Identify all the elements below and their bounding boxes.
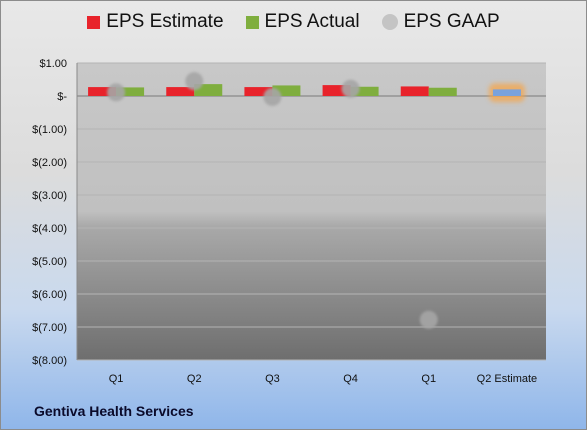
y-tick-label: $(8.00): [32, 355, 67, 367]
eps-gaap-point: [185, 72, 204, 91]
x-tick-label: Q1: [421, 373, 436, 385]
legend-item-eps-gaap: EPS GAAP: [381, 11, 500, 33]
x-tick-label: Q2 Estimate: [477, 373, 538, 385]
company-name: Gentiva Health Services: [34, 403, 194, 419]
x-tick-label: Q2: [187, 373, 202, 385]
y-tick-label: $(5.00): [32, 256, 67, 268]
eps-estimate-bar: [88, 87, 117, 96]
y-axis-ticks: $1.00 $- $(1.00) $(2.00) $(3.00) $(4.00) $(5.0…: [32, 58, 67, 367]
eps-estimate-bar: [322, 85, 351, 96]
legend-swatch-green: [245, 15, 259, 29]
gridlines: [76, 62, 546, 361]
bars: [88, 83, 525, 102]
legend: EPS Estimate EPS Actual EPS GAAP: [1, 11, 586, 33]
eps-estimate-bar: [244, 87, 273, 96]
x-axis-ticks: Q1 Q2 Q3 Q4 Q1 Q2 Estimate: [109, 373, 537, 385]
eps-gaap-point: [419, 310, 438, 329]
y-tick-label: $(2.00): [32, 157, 67, 169]
y-tick-label: $1.00: [39, 58, 67, 70]
legend-item-eps-actual: EPS Actual: [245, 11, 360, 33]
y-tick-label: $(4.00): [32, 223, 67, 235]
eps-actual-bar: [194, 84, 223, 96]
plot-background: [77, 63, 546, 360]
gaap-points: [107, 72, 438, 329]
x-tick-label: Q4: [343, 373, 358, 385]
y-tick-label: $(1.00): [32, 124, 67, 136]
eps-actual-bar: [350, 86, 379, 96]
legend-label: EPS Actual: [264, 11, 360, 32]
legend-swatch-red: [87, 15, 101, 29]
x-tick-label: Q3: [265, 373, 280, 385]
legend-label: EPS Estimate: [106, 11, 224, 32]
legend-item-eps-estimate: EPS Estimate: [87, 11, 224, 33]
q2-estimate-bar: [492, 89, 521, 96]
eps-estimate-bar: [166, 87, 195, 96]
eps-actual-bar: [116, 87, 145, 96]
eps-gaap-point: [263, 87, 282, 106]
y-tick-label: $(3.00): [32, 190, 67, 202]
y-tick-label: $(7.00): [32, 322, 67, 334]
x-tick-label: Q1: [109, 373, 124, 385]
eps-actual-bar: [428, 87, 457, 96]
eps-actual-bar: [272, 85, 301, 96]
legend-label: EPS GAAP: [403, 11, 500, 32]
y-tick-label: $(6.00): [32, 289, 67, 301]
eps-estimate-bar: [400, 86, 429, 96]
y-tick-label: $-: [57, 91, 67, 103]
eps-gaap-point: [341, 79, 360, 98]
legend-swatch-gray-circle: [381, 14, 398, 30]
eps-gaap-point: [107, 83, 126, 102]
